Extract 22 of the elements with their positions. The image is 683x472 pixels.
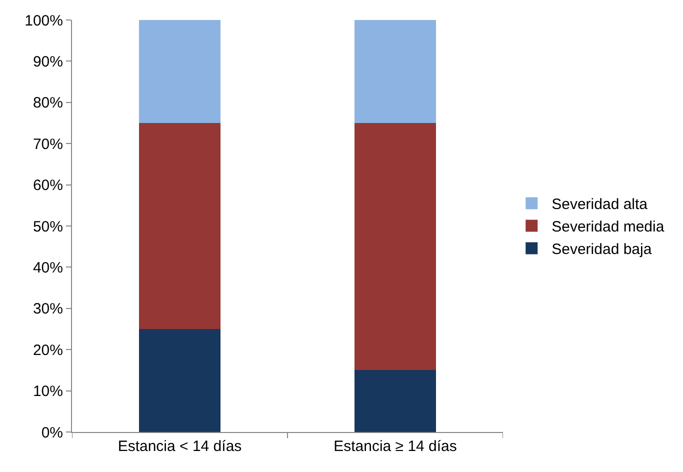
- x-tick-label: Estancia ≥ 14 días: [334, 438, 457, 455]
- bar: [138, 329, 221, 432]
- bar: [354, 20, 436, 123]
- y-tick-label: 50%: [32, 218, 63, 236]
- bar: [354, 123, 436, 370]
- y-tick-label: 90%: [32, 53, 63, 70]
- y-tick-label: 30%: [32, 300, 63, 318]
- y-tick-label: 40%: [32, 259, 63, 276]
- legend-label: Severidad media: [552, 218, 665, 236]
- y-tick-label: 70%: [32, 136, 63, 153]
- bar: [138, 20, 221, 123]
- y-tick-label: 20%: [32, 342, 63, 359]
- y-tick-label: 100%: [24, 12, 63, 30]
- legend-label: Severidad alta: [552, 196, 648, 214]
- y-tick-label: 0%: [41, 424, 63, 442]
- legend-label: Severidad baja: [552, 241, 652, 258]
- x-tick-label: Estancia < 14 días: [118, 438, 242, 455]
- y-tick-label: 80%: [32, 94, 63, 112]
- y-tick-label: 60%: [32, 177, 63, 194]
- bar: [138, 123, 221, 329]
- y-tick-label: 10%: [32, 383, 63, 400]
- bar: [354, 370, 436, 432]
